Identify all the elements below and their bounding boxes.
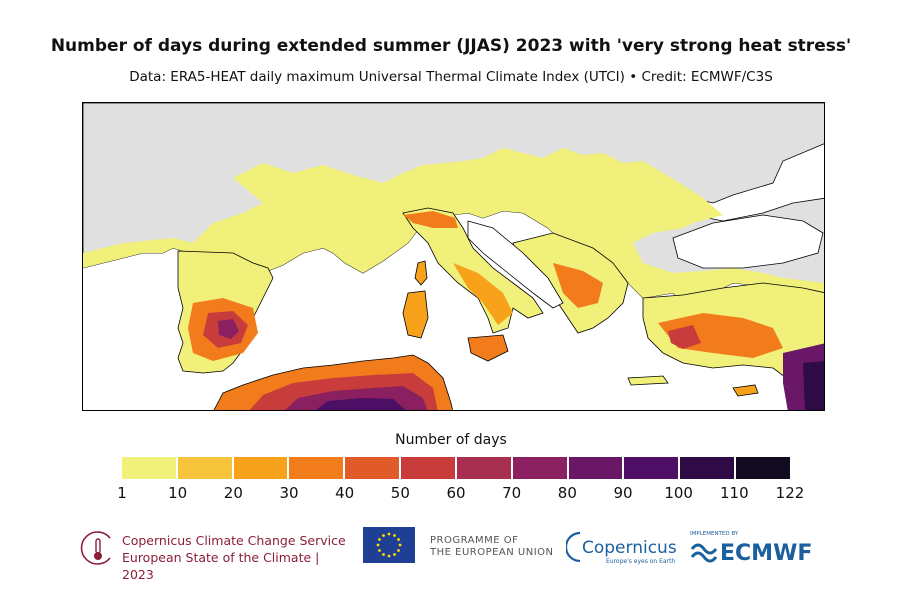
levant-dark xyxy=(803,361,824,410)
colorbar-tick-label: 110 xyxy=(720,484,749,502)
colorbar-segment xyxy=(122,457,178,479)
colorbar-tick-label: 50 xyxy=(390,484,410,502)
colorbar-tick-label: 10 xyxy=(168,484,188,502)
c3s-name: Copernicus Climate Change Service xyxy=(122,533,346,548)
colorbar-tick-label: 60 xyxy=(446,484,466,502)
colorbar-tick-label: 30 xyxy=(279,484,299,502)
eu-star xyxy=(382,534,385,537)
eu-star xyxy=(376,543,380,547)
colorbar-segment xyxy=(512,457,569,479)
eu-flag-icon xyxy=(363,527,415,563)
ecmwf-name: ECMWF xyxy=(720,541,812,566)
legend-title: Number of days xyxy=(395,432,507,448)
eu-star xyxy=(393,553,396,556)
eu-star xyxy=(397,549,400,552)
colorbar-segment xyxy=(456,457,513,479)
colorbar-segment xyxy=(233,457,290,479)
iberia-purple xyxy=(218,319,239,339)
map-canvas xyxy=(83,103,824,410)
copernicus-tagline: Europe's eyes on Earth xyxy=(606,558,675,565)
colorbar-segment xyxy=(680,457,737,479)
eu-star xyxy=(393,534,396,537)
eu-star xyxy=(387,554,391,558)
colorbar-segment xyxy=(624,457,681,479)
north-africa-darkpurple xyxy=(315,398,406,410)
colorbar-tick-label: 20 xyxy=(223,484,243,502)
italy-orange-south xyxy=(453,263,513,325)
anatolia-red xyxy=(668,325,701,349)
colorbar-segment xyxy=(289,457,346,479)
sicily xyxy=(467,334,509,362)
page-title: Number of days during extended summer (J… xyxy=(50,36,852,56)
eu-star xyxy=(387,532,391,536)
balkans-orange xyxy=(553,263,603,308)
eu-star xyxy=(397,538,400,541)
eu-star xyxy=(382,553,385,556)
colorbar-tick-label: 100 xyxy=(664,484,693,502)
ecmwf-implemented: IMPLEMENTED BY xyxy=(690,531,739,537)
eu-star xyxy=(378,549,381,552)
eu-star xyxy=(398,543,402,547)
colorbar-tick-label: 70 xyxy=(502,484,522,502)
colorbar-tick-label: 40 xyxy=(335,484,355,502)
copernicus-logo: Copernicus Europe's eyes on Earth xyxy=(566,531,677,565)
black-sea xyxy=(672,214,824,269)
colorbar xyxy=(122,457,790,479)
colorbar-tick-label: 80 xyxy=(557,484,577,502)
crete xyxy=(627,375,669,386)
copernicus-name: Copernicus xyxy=(582,538,677,558)
eu-union: THE EUROPEAN UNION xyxy=(430,547,554,558)
colorbar-segment xyxy=(568,457,625,479)
italy-orange xyxy=(403,211,458,228)
colorbar-segment xyxy=(401,457,457,479)
ecmwf-wave-icon xyxy=(690,543,718,563)
adriatic xyxy=(467,220,564,309)
colorbar-tick-label: 1 xyxy=(117,484,127,502)
colorbar-segment xyxy=(177,457,234,479)
c3s-logo: Copernicus Climate Change Service Europe… xyxy=(80,528,350,582)
corsica xyxy=(414,260,428,286)
eu-star xyxy=(378,538,381,541)
colorbar-tick-label: 90 xyxy=(613,484,633,502)
page-subtitle: Data: ERA5-HEAT daily maximum Universal … xyxy=(129,69,773,85)
thermometer-icon xyxy=(80,531,111,565)
heat-zone-yellow xyxy=(83,148,824,303)
eu-programme: PROGRAMME OF xyxy=(430,535,519,546)
ecmwf-logo: IMPLEMENTED BY ECMWF xyxy=(690,531,812,566)
colorbar-ticks: 1 10 20 30 40 50 60 70 80 90 100 110 122 xyxy=(0,484,902,504)
heat-stress-map xyxy=(82,102,825,411)
colorbar-segment xyxy=(736,457,790,479)
colorbar-tick-label: 122 xyxy=(775,484,805,502)
cyprus xyxy=(732,384,759,397)
sardinia xyxy=(402,290,429,339)
colorbar-segment xyxy=(345,457,402,479)
italy xyxy=(402,207,544,334)
c3s-report: European State of the Climate | 2023 xyxy=(122,550,320,582)
